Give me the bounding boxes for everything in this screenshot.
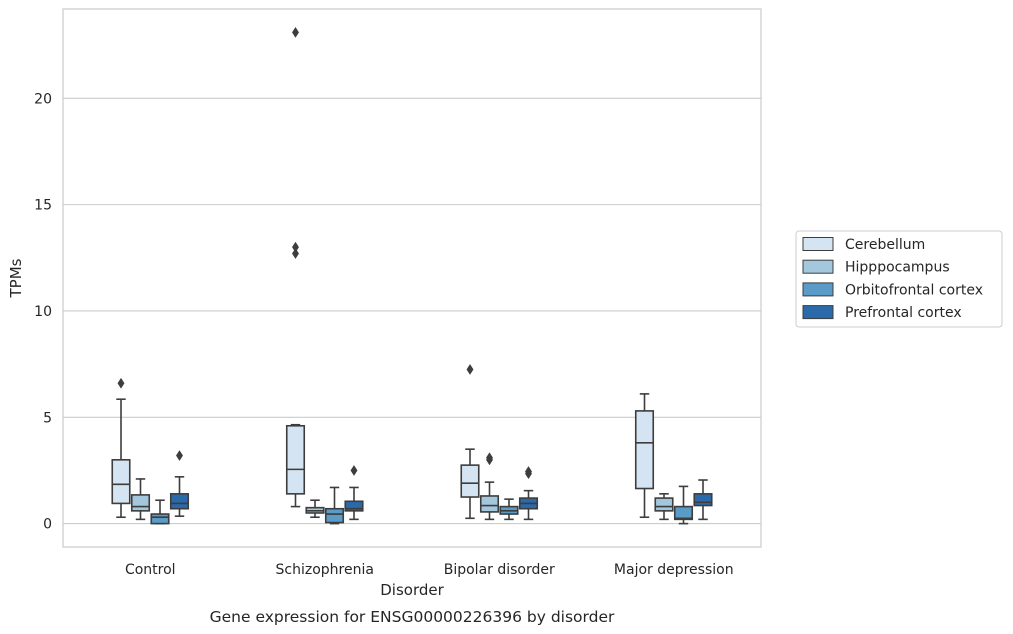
box-cerebellum	[634, 393, 655, 519]
legend-frame	[795, 230, 1003, 328]
box-body	[460, 464, 480, 498]
y-tick-label: 10	[34, 304, 52, 320]
y-tick-label: 0	[43, 517, 52, 533]
x-tick-label: Bipolar disorder	[444, 562, 555, 578]
box-body	[654, 497, 674, 512]
box-body	[130, 494, 151, 512]
box-orbitofrontal-cortex	[673, 485, 694, 525]
outlier-point	[525, 466, 532, 477]
box-hipppocampus	[654, 493, 674, 521]
outlier-point	[292, 241, 299, 253]
box-body	[169, 493, 190, 510]
box-cerebellum	[285, 26, 306, 508]
legend-item: Hipppocampus	[802, 259, 950, 276]
box-orbitofrontal-cortex	[324, 486, 345, 525]
x-tick-label: Schizophrenia	[276, 562, 374, 578]
legend-swatch	[802, 282, 834, 297]
y-tick-label: 20	[34, 91, 52, 107]
box-orbitofrontal-cortex	[150, 499, 170, 525]
box-hipppocampus	[305, 499, 325, 519]
plot-frame	[62, 8, 762, 548]
box-body	[479, 495, 500, 513]
box-prefrontal-cortex	[693, 479, 713, 521]
legend-label: Hipppocampus	[845, 260, 950, 276]
box-prefrontal-cortex	[518, 466, 539, 521]
outlier-point	[117, 377, 125, 389]
y-tick-label: 15	[34, 198, 52, 214]
box-body	[111, 459, 131, 505]
y-tick-labels: 0 5 10 15 20	[34, 91, 52, 532]
legend-swatch	[802, 259, 834, 274]
box-body	[344, 500, 364, 512]
boxes	[111, 26, 713, 525]
outlier-point	[292, 26, 299, 38]
legend-label: Orbitofrontal cortex	[845, 282, 983, 298]
box-orbitofrontal-cortex	[499, 498, 519, 521]
y-tick-label: 5	[43, 410, 52, 426]
box-body	[324, 507, 345, 524]
legend-label: Cerebellum	[845, 237, 925, 253]
box-prefrontal-cortex	[344, 464, 364, 521]
x-tick-label: Major depression	[614, 562, 734, 578]
outlier-point	[466, 363, 474, 375]
box-body	[693, 493, 713, 507]
outlier-point	[292, 248, 299, 260]
x-tick-label: Control	[125, 562, 176, 578]
box-hipppocampus	[479, 452, 500, 521]
outlier-point	[350, 464, 358, 476]
box-prefrontal-cortex	[169, 450, 190, 517]
box-hipppocampus	[130, 478, 151, 521]
box-cerebellum	[111, 377, 131, 519]
outlier-point	[486, 452, 493, 464]
box-body	[285, 424, 306, 495]
y-axis-label: TPMs	[7, 258, 25, 298]
legend-swatch	[802, 305, 834, 320]
legend-label: Prefrontal cortex	[845, 305, 962, 321]
x-tick-labels: Control Schizophrenia Bipolar disorder Majo…	[125, 562, 734, 578]
outlier-point	[176, 450, 183, 462]
chart-caption: Gene expression for ENSG00000226396 by d…	[210, 608, 615, 626]
grid-lines	[63, 97, 761, 525]
box-body	[673, 505, 694, 521]
legend-item: Orbitofrontal cortex	[802, 282, 983, 298]
x-axis-label: Disorder	[380, 581, 444, 599]
legend: Cerebellum Hipppocampus Orbitofrontal cort…	[795, 230, 1003, 328]
box-body	[150, 513, 170, 525]
box-cerebellum	[460, 363, 480, 520]
legend-swatch	[802, 237, 834, 251]
legend-item: Prefrontal cortex	[802, 305, 962, 321]
legend-item: Cerebellum	[802, 237, 925, 253]
box-body	[634, 410, 655, 490]
